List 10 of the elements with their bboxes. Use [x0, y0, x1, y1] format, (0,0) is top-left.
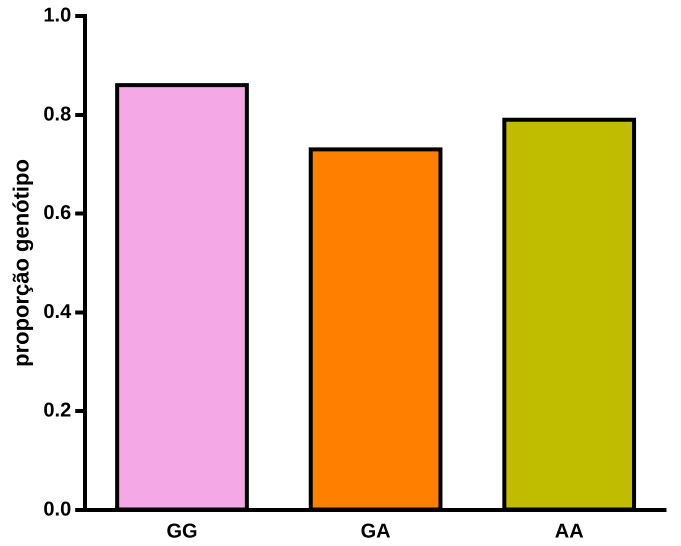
y-tick-label: 1.0: [43, 4, 72, 27]
y-tick-label: 0.6: [43, 202, 72, 224]
y-tick-label: 0.2: [43, 400, 72, 422]
y-axis-title: proporção genótipo: [8, 159, 34, 367]
y-tick-label: 0.0: [43, 498, 72, 521]
y-tick-label: 0.8: [43, 103, 72, 126]
x-tick-label: GA: [360, 520, 391, 543]
y-tick-label: 0.4: [43, 300, 72, 323]
x-tick-label: GG: [166, 520, 198, 543]
x-tick-label: AA: [554, 520, 584, 543]
